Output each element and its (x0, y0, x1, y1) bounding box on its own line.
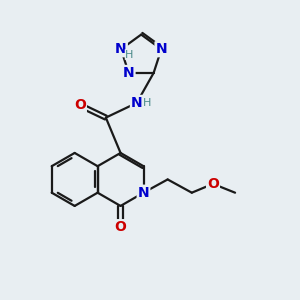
Text: O: O (74, 98, 86, 112)
Text: N: N (131, 96, 142, 110)
Text: O: O (207, 177, 219, 191)
Text: N: N (155, 42, 167, 56)
Text: N: N (123, 66, 134, 80)
Text: H: H (143, 98, 151, 108)
Text: O: O (115, 220, 127, 234)
Text: N: N (138, 186, 149, 200)
Text: H: H (125, 50, 134, 59)
Text: N: N (115, 42, 127, 56)
